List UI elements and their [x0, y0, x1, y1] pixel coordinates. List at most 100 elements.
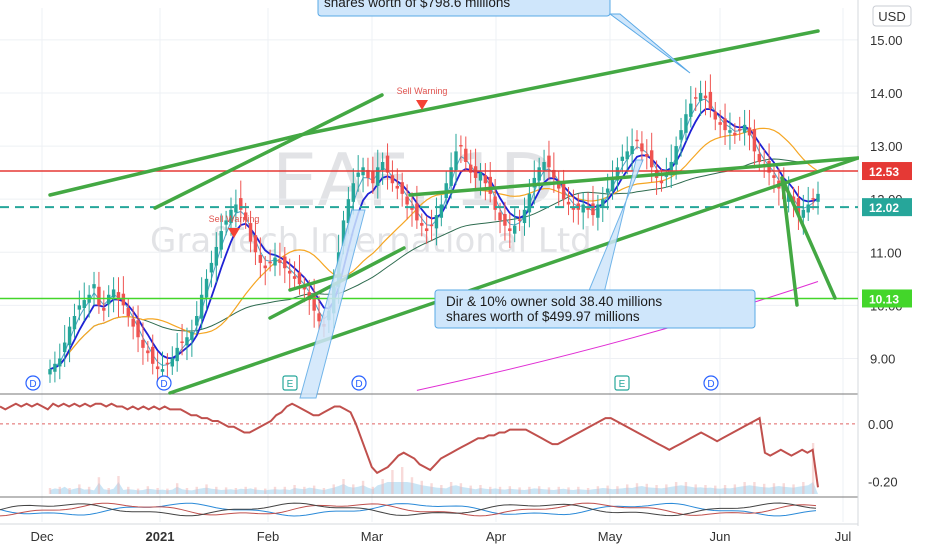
- candle-body: [102, 308, 106, 311]
- candle-body: [493, 196, 497, 210]
- volume-bar: [449, 482, 453, 494]
- candle-body: [263, 265, 267, 269]
- candle-body: [605, 188, 610, 193]
- volume-area: [50, 482, 818, 494]
- volume-bar: [704, 485, 707, 494]
- candle-body: [508, 228, 512, 232]
- candle-body: [601, 199, 605, 208]
- candle-body: [454, 151, 458, 170]
- candle-body: [659, 180, 664, 184]
- candle-body: [786, 193, 791, 202]
- candle-body: [239, 198, 243, 210]
- candle-body: [283, 256, 287, 269]
- volume-bar: [762, 483, 766, 494]
- oscillator-line: [0, 402, 819, 488]
- candle-body: [356, 172, 360, 177]
- oscillator-tick-label: 0.00: [868, 417, 893, 432]
- volume-bar: [557, 486, 560, 494]
- candle-body: [547, 155, 551, 168]
- candle-body: [151, 346, 155, 364]
- currency-button[interactable]: [872, 5, 912, 27]
- badge-label: D: [160, 379, 167, 390]
- volume-bar: [293, 485, 296, 494]
- x-tick-label: Feb: [257, 529, 279, 544]
- candle-body: [121, 293, 126, 306]
- volume-bar: [117, 476, 120, 494]
- volume-bar: [332, 484, 335, 494]
- candle-body: [517, 219, 522, 221]
- candle-body: [341, 220, 346, 246]
- candle-body: [561, 182, 566, 200]
- candle-body: [131, 318, 135, 327]
- volume-bar: [489, 486, 492, 494]
- candle-body: [483, 175, 488, 184]
- candle-body: [155, 366, 160, 370]
- volume-bar: [195, 486, 198, 494]
- price-tick-label: 15.00: [870, 33, 903, 48]
- candle-body: [400, 182, 404, 194]
- volume-bar: [547, 487, 551, 494]
- price-level-badge: [862, 162, 912, 181]
- volume-bar: [303, 486, 306, 494]
- candle-body: [684, 114, 688, 133]
- sell-warning-label: Sell Warning: [397, 86, 448, 96]
- price-tick-label: 13.00: [870, 139, 903, 154]
- volume-bar: [440, 485, 443, 494]
- earnings-badge: [282, 375, 298, 391]
- candle-body: [160, 369, 165, 372]
- candle-body: [258, 254, 263, 263]
- candle-body: [72, 316, 77, 330]
- volume-bar: [254, 487, 257, 494]
- candle-body: [243, 212, 248, 221]
- sell-warning-arrow: [416, 100, 428, 110]
- candle-body: [297, 272, 302, 285]
- callout-pointer: [608, 13, 691, 74]
- candle-body: [772, 175, 776, 178]
- markers: Sell Warning Sell Warning: [209, 86, 448, 238]
- volume-bar: [48, 488, 52, 494]
- volume-bar: [342, 479, 345, 494]
- candle-body: [747, 127, 752, 136]
- volume-bar: [166, 488, 169, 494]
- candle-body: [498, 212, 502, 221]
- candle-body: [615, 167, 620, 181]
- oscillator-tick-label: -0.20: [868, 475, 898, 490]
- volume-bar: [616, 486, 619, 494]
- volume-bar: [674, 482, 678, 494]
- volume-bar: [665, 484, 668, 494]
- candle-body: [175, 347, 179, 362]
- trendline: [48, 133, 302, 197]
- volume-bar: [136, 488, 140, 494]
- candle-body: [698, 92, 703, 101]
- candle-body: [77, 305, 82, 310]
- volume-bar: [283, 486, 287, 494]
- price-tick-label: 14.00: [870, 86, 903, 101]
- volume-bar: [606, 485, 609, 494]
- price-level-value: 10.13: [869, 292, 899, 306]
- candle-body: [317, 313, 321, 322]
- candle-body: [146, 350, 150, 354]
- volume-bar: [322, 488, 326, 494]
- candle-body: [723, 118, 727, 131]
- volume-area: [48, 443, 818, 494]
- candle-body: [253, 235, 258, 253]
- candle-body: [136, 320, 140, 338]
- x-tick-label: Jul: [835, 529, 852, 544]
- candle-body: [278, 260, 282, 263]
- candle-body: [67, 326, 72, 346]
- dividend-badge: [156, 375, 172, 391]
- volume-bar: [381, 479, 384, 494]
- candle-body: [190, 331, 194, 340]
- candle-body: [366, 169, 370, 178]
- price-axis-bg: [859, 0, 932, 550]
- volume-bar: [811, 443, 815, 494]
- volume-bar: [391, 470, 394, 494]
- volume-bar: [107, 488, 110, 494]
- candle-body: [209, 262, 214, 273]
- candle-body: [410, 207, 414, 210]
- dividend-badge: [351, 375, 367, 391]
- candle-body: [811, 198, 815, 200]
- volume-bar: [479, 485, 482, 494]
- candle-body: [111, 289, 116, 298]
